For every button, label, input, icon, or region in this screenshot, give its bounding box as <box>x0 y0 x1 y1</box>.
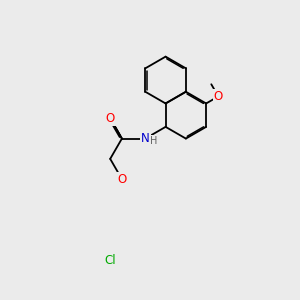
Text: N: N <box>141 132 150 145</box>
Text: O: O <box>117 172 127 186</box>
Text: O: O <box>106 112 115 125</box>
Text: O: O <box>214 90 223 103</box>
Text: H: H <box>150 136 157 146</box>
Text: Cl: Cl <box>104 254 116 267</box>
